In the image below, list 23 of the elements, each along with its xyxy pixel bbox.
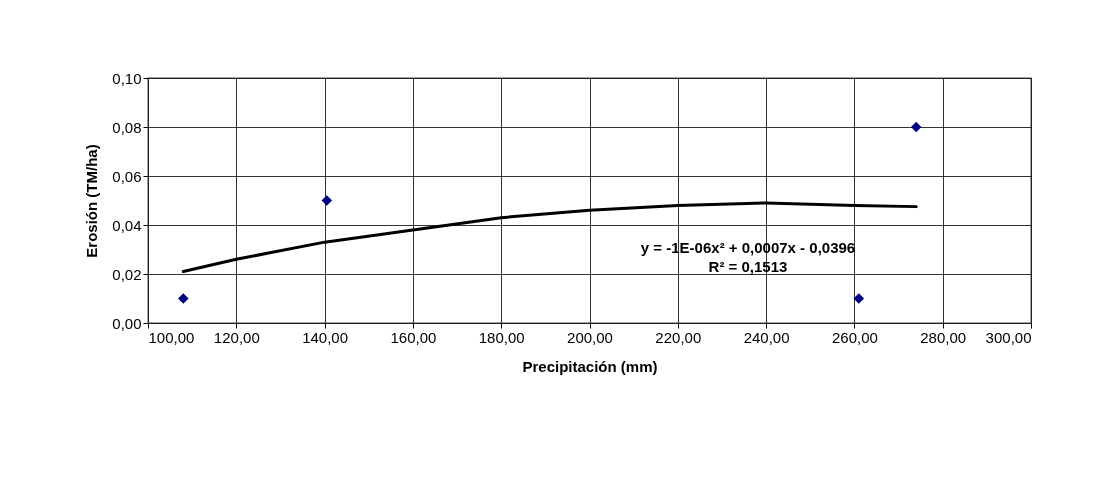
x-tick-label: 200,00 [567,328,613,346]
point [178,293,189,304]
y-tick-label: 0,06 [112,167,142,185]
y-tick-label: 0,02 [112,265,142,283]
y-axis-title: Erosión (TM/ha) [83,144,101,258]
x-tick-label: 120,00 [213,328,260,346]
point [853,293,865,304]
y-tick-label: 0,04 [112,216,142,234]
x-tick-label: 280,00 [920,328,967,346]
x-axis-title: Precipitación (mm) [522,357,658,375]
x-tick-label: 100,00 [148,328,195,346]
y-tick-label: 0,10 [112,69,142,87]
point [321,195,333,206]
point [910,121,922,133]
x-tick-label: 260,00 [831,328,878,346]
x-tick-label: 180,00 [478,328,525,346]
x-tick-label: 160,00 [390,328,437,346]
x-tick-label: 220,00 [655,328,702,346]
x-tick-label: 240,00 [743,328,790,346]
x-tick-label: 300,00 [985,328,1032,346]
x-tick-label: 140,00 [302,328,349,346]
y-tick-label: 0,08 [112,118,142,136]
y-tick-label: 0,00 [112,314,142,332]
